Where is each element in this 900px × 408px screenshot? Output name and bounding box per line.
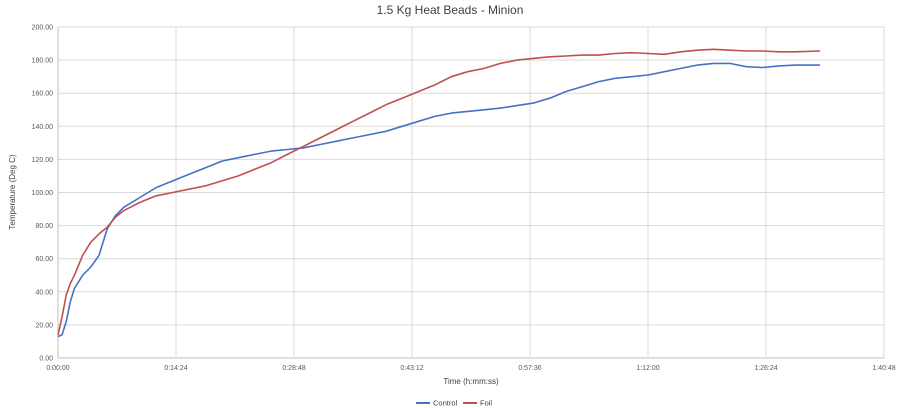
y-tick-label: 120.00 [32,157,54,164]
series-line-foil [57,48,821,335]
x-tick-label: 0:57:36 [518,365,541,372]
y-tick-label: 80.00 [35,223,53,230]
x-tick-label: 1:40:48 [872,365,895,372]
legend-label: Foil [480,399,492,408]
y-tick-label: 0.00 [39,356,53,363]
y-tick-label: 140.00 [32,124,54,131]
x-tick-label: 1:12:00 [636,365,659,372]
y-axis-title: Temperature (Deg C) [8,154,17,229]
series-line-control [57,62,821,338]
y-tick-label: 200.00 [32,25,54,32]
y-tick-label: 60.00 [35,256,53,263]
y-tick-label: 40.00 [35,289,53,296]
x-axis-title: Time (h:mm:ss) [443,377,499,386]
x-tick-label: 1:26:24 [754,365,777,372]
x-tick-label: 0:00:00 [46,365,69,372]
x-tick-label: 0:14:24 [164,365,187,372]
x-tick-label: 0:43:12 [400,365,423,372]
y-tick-label: 20.00 [35,322,53,329]
grid-layer [57,26,885,359]
y-tick-label: 180.00 [32,58,54,65]
x-tick-label: 0:28:48 [282,365,305,372]
series-layer [57,48,821,338]
y-tick-label: 100.00 [32,190,54,197]
chart-title: 1.5 Kg Heat Beads - Minion [377,3,524,17]
legend-label: Control [433,399,458,408]
y-tick-label: 160.00 [32,91,54,98]
legend: Control Foil [416,399,492,408]
axis-layer: 0.00 20.00 40.00 60.00 80.00 100.00 120.00 140.… [32,25,896,373]
